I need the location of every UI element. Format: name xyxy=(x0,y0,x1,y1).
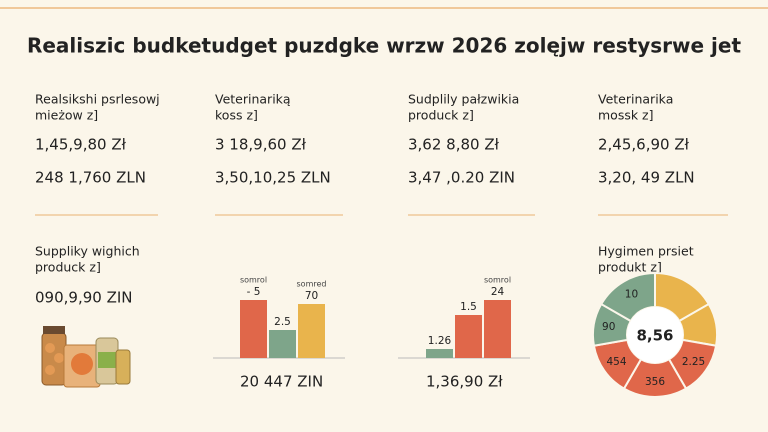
bar-label: 1.26 xyxy=(428,335,452,347)
card-label: Veterinariką xyxy=(215,92,291,107)
card-label: koss z] xyxy=(215,108,258,123)
bar-label: 1.5 xyxy=(460,301,477,313)
bar-caption: somrol xyxy=(484,276,511,285)
card-label: produck z] xyxy=(408,108,474,123)
bar-label: - 5 xyxy=(247,286,261,298)
title: Realiszic budketudget puzdgke wrzw 2026 … xyxy=(27,34,741,58)
card-value: 3,50,10,25 ZLN xyxy=(215,169,331,187)
card-value: 3,62 8,80 Zł xyxy=(408,136,500,154)
card-value: 2,45,6,90 Zł xyxy=(598,136,690,154)
bar xyxy=(298,304,325,358)
card-label: Suppliky wighich xyxy=(35,244,140,259)
jars xyxy=(41,326,131,388)
bar xyxy=(240,300,267,358)
card-label: Sudplily pałzwikia xyxy=(408,92,519,107)
card-label: produkt z] xyxy=(598,260,662,275)
bar-label: 2.5 xyxy=(274,316,291,328)
segment-label: 2.25 xyxy=(682,356,705,368)
bar xyxy=(269,330,296,358)
chart-total: 20 447 ZIN xyxy=(240,373,323,391)
bar xyxy=(484,300,511,358)
bar-label: 70 xyxy=(305,290,318,302)
card-value: 3 18,9,60 Zł xyxy=(215,136,307,154)
donut-hole xyxy=(627,307,683,363)
segment-label: 90 xyxy=(602,321,615,333)
card-label: Veterinarika xyxy=(598,92,673,107)
card-value: 3,20, 49 ZLN xyxy=(598,169,695,187)
segment-label: 356 xyxy=(645,376,665,388)
bar-label: 24 xyxy=(491,286,505,298)
segment-label: 10 xyxy=(625,288,638,300)
card-label: Hygimen prsiet xyxy=(598,244,694,259)
card-label: Realsikshi psrlesowj xyxy=(35,92,160,107)
card-value: 3,47 ,0.20 ZIN xyxy=(408,169,515,187)
bar-caption: somred xyxy=(297,280,327,289)
donut-center: 8,56 xyxy=(636,327,673,345)
card-label: mossk z] xyxy=(598,108,654,123)
card-value: 1,45,9,80 Zł xyxy=(35,136,127,154)
card-value: 248 1,760 ZLN xyxy=(35,169,146,187)
card-label: produck z] xyxy=(35,260,101,275)
card-value: 090,9,90 ZIN xyxy=(35,289,133,307)
bar xyxy=(426,349,453,358)
bar xyxy=(455,315,482,358)
card-label: mieżow z] xyxy=(35,108,98,123)
chart-total: 1,36,90 Zł xyxy=(426,373,503,391)
bar-caption: somrol xyxy=(240,276,267,285)
segment-label: 454 xyxy=(606,356,626,368)
